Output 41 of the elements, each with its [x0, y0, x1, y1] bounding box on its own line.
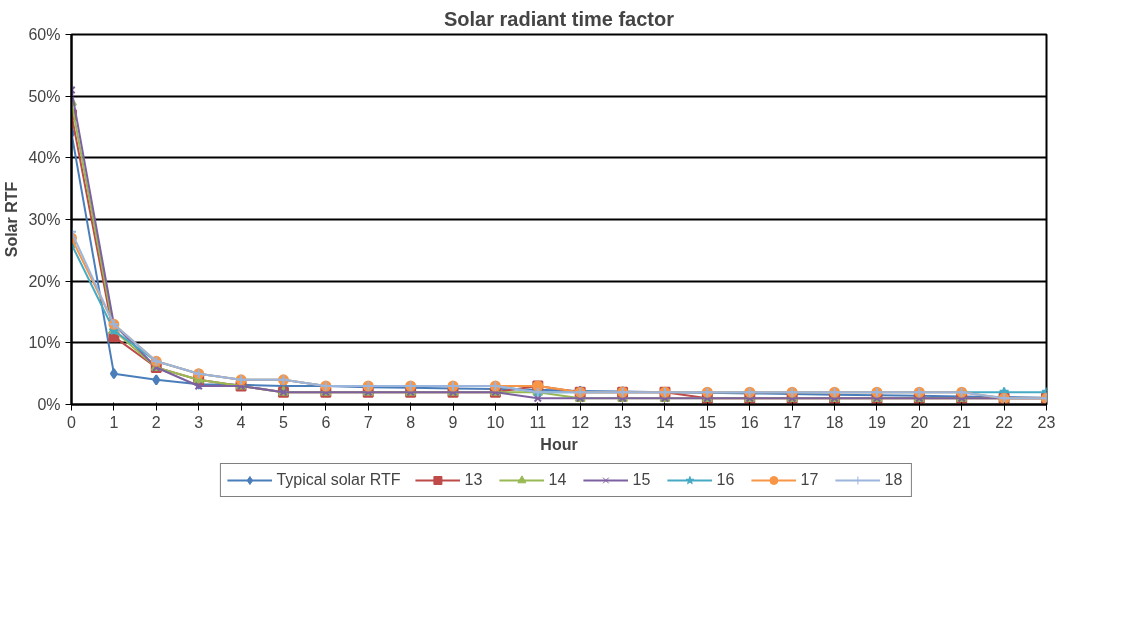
y-tick-label: 30% — [28, 211, 61, 228]
y-tick-label: 0% — [37, 396, 61, 413]
legend-label: 15 — [632, 471, 652, 489]
x-tick-label: 17 — [783, 413, 802, 431]
y-tick-label: 60% — [28, 26, 61, 43]
x-tick-label: 12 — [571, 413, 590, 431]
x-tick-label: 15 — [698, 413, 717, 431]
legend-label: Typical solar RTF — [276, 471, 401, 489]
x-tick-label: 8 — [406, 413, 416, 431]
x-tick-label: 21 — [952, 413, 971, 431]
x-tick-label: 9 — [448, 413, 458, 431]
legend-label: 13 — [464, 471, 484, 489]
legend-label: 18 — [884, 471, 904, 489]
y-tick-label: 40% — [28, 149, 61, 167]
x-axis-title: Hour — [540, 435, 578, 453]
x-tick-label: 5 — [279, 413, 289, 431]
legend-label: 17 — [800, 471, 820, 489]
x-tick-label: 10 — [486, 413, 505, 431]
x-tick-label: 0 — [67, 413, 77, 431]
x-tick-label: 4 — [236, 413, 246, 431]
y-tick-label: 20% — [28, 272, 61, 290]
y-tick-label: 10% — [28, 334, 61, 352]
x-tick-label: 2 — [151, 413, 161, 431]
x-tick-label: 11 — [529, 413, 547, 431]
legend-label: 16 — [716, 471, 736, 489]
x-tick-label: 6 — [321, 413, 331, 431]
y-tick-label: 50% — [28, 87, 61, 105]
chart-title: Solar radiant time factor — [443, 7, 675, 30]
x-tick-label: 23 — [1037, 413, 1056, 431]
x-tick-label: 3 — [194, 413, 204, 431]
x-tick-label: 18 — [825, 413, 844, 431]
x-tick-label: 20 — [910, 413, 929, 431]
x-tick-label: 7 — [363, 413, 373, 431]
y-axis-title: Solar RTF — [3, 181, 21, 258]
x-tick-label: 1 — [109, 413, 119, 431]
x-tick-label: 22 — [995, 413, 1014, 431]
x-tick-label: 16 — [740, 413, 759, 431]
x-tick-label: 13 — [613, 413, 632, 431]
legend-label: 14 — [548, 471, 568, 489]
x-tick-label: 14 — [656, 413, 674, 431]
x-tick-label: 19 — [868, 413, 886, 431]
